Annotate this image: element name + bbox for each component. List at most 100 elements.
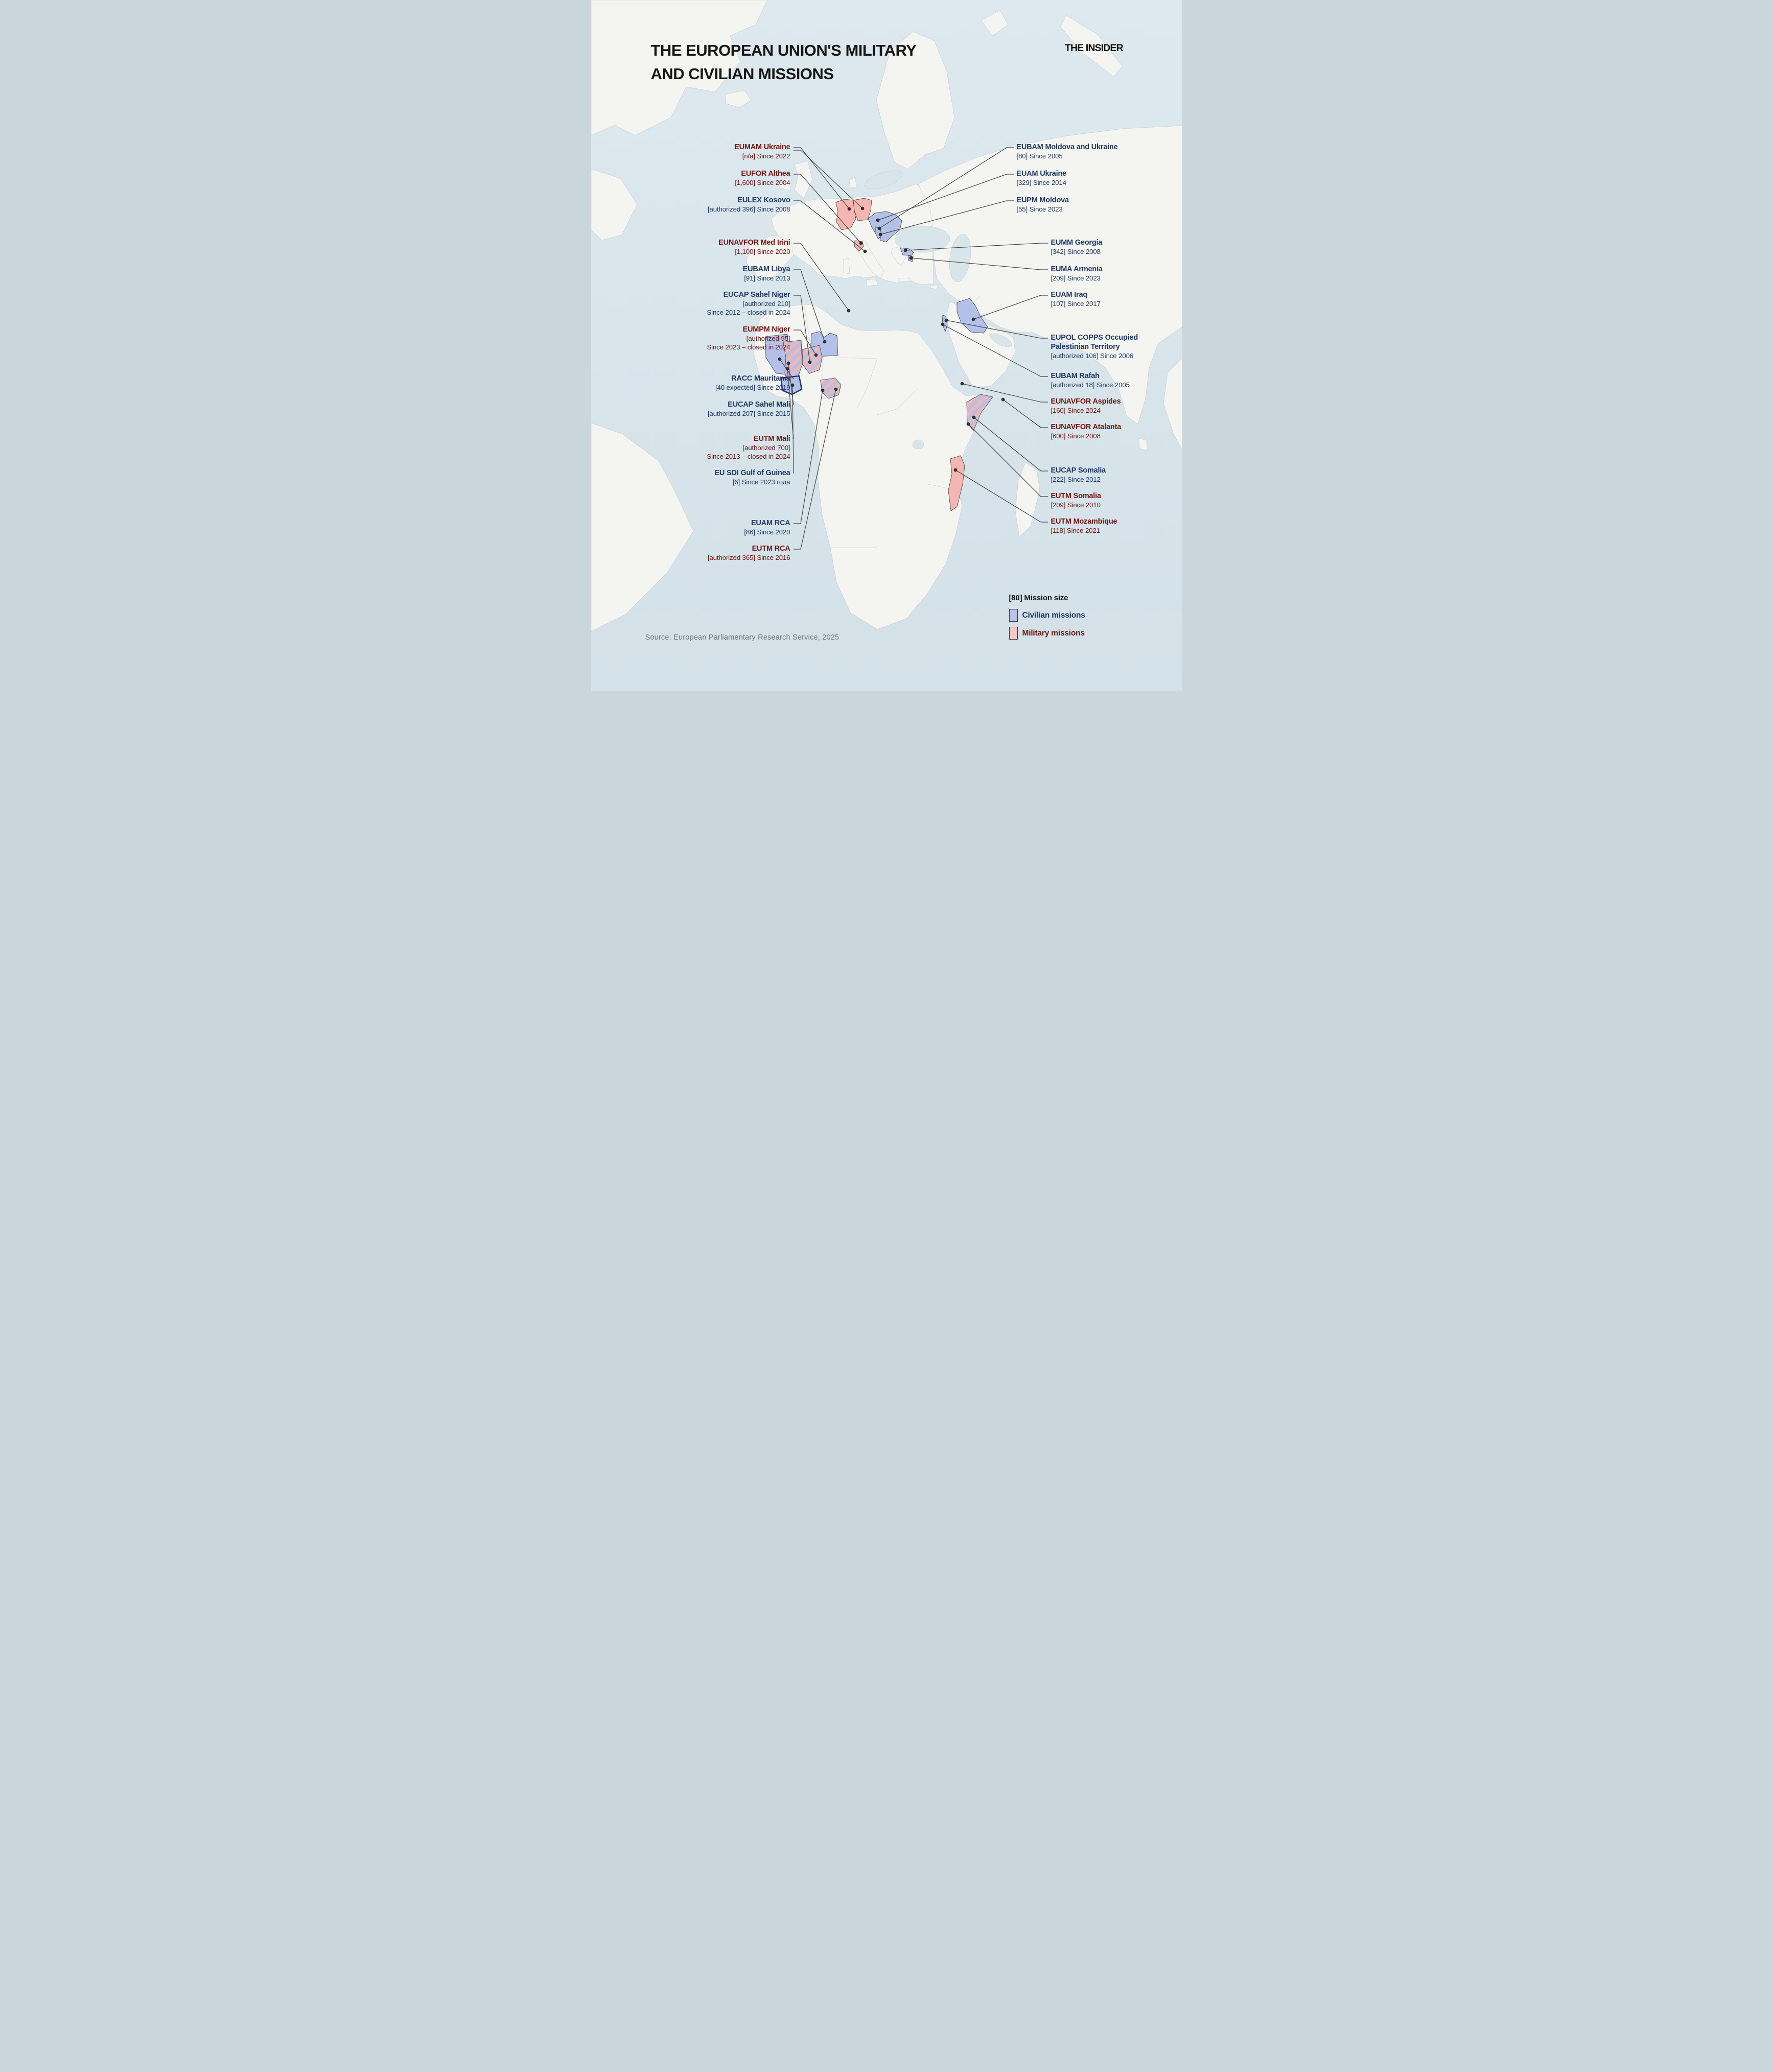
mission-name: EUAM Ukraine [1016,170,1067,178]
leader-line-euma-armenia [911,257,1048,270]
mission-label-eubam-libya: EUBAM Libya [91] Since 2013 [743,265,790,282]
mission-name: EUNAVFOR Atalanta [1051,423,1122,431]
mission-dot-eutm-rca [834,387,837,391]
legend-civilian-row: Civilian missions [1009,609,1085,622]
black-sea [894,225,950,253]
mission-label-eubam-moldova-ukraine: EUBAM Moldova and Ukraine [80] Since 2005 [1017,143,1118,160]
mission-name: EUPM Moldova [1016,196,1069,204]
landmass-cyprus [930,285,939,290]
land-layer [591,0,1182,632]
leader-line-eunavfor-aspides [962,383,1048,403]
mission-name: RACC Mauritania [731,374,790,383]
landmass-scandinavia [876,31,954,170]
leader-line-eubam-moldova-ukraine [879,147,1014,229]
mission-dot-eumam-ukraine [860,206,864,210]
mission-label-eunavfor-atalanta: EUNAVFOR Atalanta [600] Since 2008 [1051,422,1122,440]
mission-dot-eupm-moldova [878,232,882,237]
legend-civilian-label: Civilian missions [1022,610,1085,620]
leader-line-eufor-althea [793,174,861,244]
caspian-sea [949,234,971,282]
leader-line-eutm-rca [793,389,836,550]
mission-detail: [55] Since 2023 [1016,205,1063,213]
mission-detail: [n/a] Since 2022 [742,152,790,160]
mission-detail: [342] Since 2008 [1051,248,1101,255]
mission-label-eutm-mali: EUTM Mali [authorized 700] Since 2013 – cl… [707,434,790,461]
mission-detail: [600] Since 2008 [1051,432,1101,440]
mission-dot-eutm-mali [785,367,789,371]
world-map [591,0,1182,632]
leader-line-eutm-mozambique [955,469,1048,523]
military-swatch-icon [1009,627,1018,640]
mission-dot-eutm-mozambique [953,468,957,472]
mission-detail: [authorized 95] [746,335,790,342]
leader-line-eumam-ukraine [793,147,849,209]
leader-line-euam-iraq [973,295,1048,320]
mission-name: EUNAVFOR Aspides [1051,397,1121,406]
mission-label-eutm-somalia: EUTM Somalia [209] Since 2010 [1051,491,1102,509]
baltic-sea [864,170,902,190]
mission-name: EUAM Iraq [1051,291,1088,299]
legend-mission-size: [80] Mission size [1009,594,1068,602]
mission-label-eubam-rafah: EUBAM Rafah [authorized 18] Since 2005 [1051,371,1130,389]
page-title-line1: THE EUROPEAN UNION'S MILITARY [650,41,917,59]
landmass-north-america-greenland [591,0,767,136]
mission-detail: [6] Since 2023 года [732,478,790,486]
mission-detail: [160] Since 2024 [1051,407,1101,414]
mission-name: EUCAP Somalia [1051,466,1106,475]
mission-detail: [107] Since 2017 [1051,300,1101,308]
leader-line-eucap-somalia [973,417,1048,472]
brand-logo: THE INSIDER [1064,43,1124,54]
mission-dot-euam-ukraine [876,218,879,222]
mission-name: EULEX Kosovo [737,196,790,204]
mission-label-euam-iraq: EUAM Iraq [107] Since 2017 [1051,290,1101,308]
inland-seas [864,170,1012,450]
leader-line-euam-ukraine [877,174,1014,221]
landmass-novaya-zemlya [1060,15,1123,77]
mission-detail: [authorized 210] [742,300,790,308]
mission-name: EUBAM Rafah [1051,372,1100,380]
page-title-line2: AND CIVILIAN MISSIONS [650,65,834,83]
mission-label-euam-ukraine: EUAM Ukraine [329] Since 2014 [1017,169,1067,187]
leader-line-eumm-georgia [905,243,1048,251]
mission-dot-eunavfor-aspides [960,382,964,386]
civilian-swatch-icon [1009,609,1018,622]
mission-dot-eumpm-niger [814,353,818,357]
mission-dot-euam-iraq [971,317,975,321]
mission-name: EUMAM Ukraine [734,143,790,151]
mission-detail: [1,600] Since 2004 [735,179,790,186]
mission-name: EUPOL COPPS Occupied [1051,334,1138,342]
mission-dot-eumam-ukraine [847,207,851,211]
mission-name: EUBAM Moldova and Ukraine [1016,143,1118,151]
country-borders [803,293,1032,548]
mission-label-eu-sdi-gulf-of-guinea: EU SDI Gulf of Guinea [6] Since 2023 года [714,468,790,486]
mission-detail: Since 2012 – closed in 2024 [707,309,790,316]
country-georgia-civilian [900,247,914,256]
landmass-sicily-sardinia [843,258,877,287]
mission-name: EUMPM Niger [742,325,790,334]
mission-label-eucap-sahel-mali: EUCAP Sahel Mali [authorized 207] Since 2… [708,400,790,418]
landmass-iberia [746,235,794,279]
mission-dot-eunavfor-med-irini [847,309,850,313]
mission-dot-eutm-somalia [966,422,970,426]
landmass-madagascar [1015,462,1040,537]
leader-line-eutm-somalia [968,423,1048,497]
mission-detail: [91] Since 2013 [744,274,790,282]
country-niger-mixed [802,345,822,374]
landmass-southeast-asia-edge [1163,357,1182,450]
legend-military-label: Military missions [1022,628,1085,638]
mission-label-eumam-ukraine: EUMAM Ukraine [n/a] Since 2022 [734,143,790,160]
mission-dot-eu-sdi-gulf-of-guinea [790,383,794,387]
leader-line-eupm-moldova [880,200,1014,235]
persian-gulf [990,333,1012,347]
mission-label-eulex-kosovo: EULEX Kosovo [authorized 396] Since 2008 [708,196,790,214]
mission-dot-eupol-copps [944,318,948,322]
leader-line-eumam-ukraine [793,150,862,209]
mission-detail: [authorized 207] Since 2015 [707,410,790,417]
mission-detail: [80] Since 2005 [1016,152,1063,160]
leader-line-eunavfor-atalanta [1002,399,1048,428]
country-mozambique-military [948,455,965,511]
landmass-asia [918,125,1182,425]
mission-name: EU SDI Gulf of Guinea [714,469,790,477]
landmass-iceland [725,90,751,108]
infographic-canvas: THE EUROPEAN UNION'S MILITARY AND CIVILI… [591,0,1182,691]
